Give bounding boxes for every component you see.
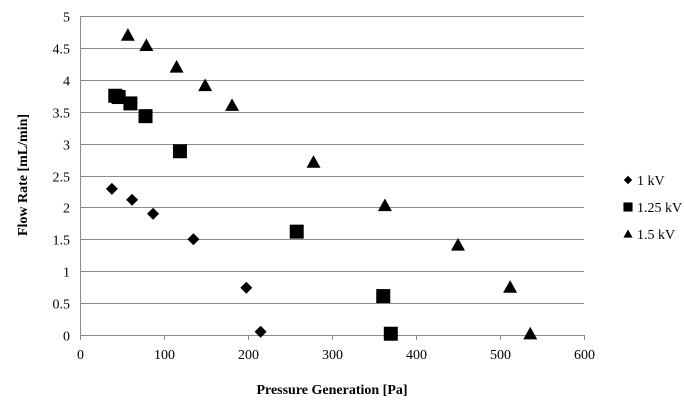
data-point-diamond <box>105 182 118 195</box>
x-tick-label: 400 <box>406 348 427 363</box>
legend-label: 1 kV <box>637 174 665 189</box>
data-point-triangle <box>169 60 184 73</box>
legend-label: 1.5 kV <box>637 228 675 243</box>
x-tick-labels: 0 100 200 300 400 500 600 <box>77 348 595 363</box>
data-point-triangle <box>377 198 392 212</box>
x-tick-label: 500 <box>490 348 511 363</box>
data-point-square <box>289 224 304 239</box>
data-points <box>105 28 538 341</box>
data-point-triangle <box>120 28 135 41</box>
data-point-triangle <box>225 98 240 111</box>
data-point-diamond <box>147 207 160 220</box>
data-point-square <box>383 326 398 341</box>
y-axis-title: Flow Rate [mL/min] <box>16 114 31 236</box>
y-tick-label: 4 <box>63 75 70 90</box>
data-point-triangle <box>198 78 213 92</box>
y-tick-label: 1 <box>63 266 70 281</box>
legend-marker-square <box>623 202 633 212</box>
y-tick-label: 0 <box>63 330 70 345</box>
x-tick-label: 300 <box>322 348 343 363</box>
x-tick-label: 0 <box>77 348 84 363</box>
data-point-diamond <box>187 233 200 246</box>
y-tick-label: 3.5 <box>53 107 71 122</box>
x-axis-title: Pressure Generation [Pa] <box>256 383 407 398</box>
data-point-triangle <box>503 280 518 293</box>
legend-marker-triangle <box>623 229 633 238</box>
data-point-triangle <box>306 155 321 168</box>
data-point-square <box>172 144 187 159</box>
x-tick-label: 100 <box>154 348 175 363</box>
gridlines <box>80 16 584 304</box>
y-tick-label: 4.5 <box>53 43 71 58</box>
x-tick-label: 200 <box>238 348 259 363</box>
y-tick-label: 1.5 <box>53 234 71 249</box>
y-tick-label: 3 <box>63 139 70 154</box>
data-point-square <box>138 109 153 124</box>
y-tick-label: 5 <box>63 11 70 26</box>
data-point-triangle <box>523 326 538 340</box>
data-point-triangle <box>451 238 465 251</box>
y-tick-labels: 0 0.5 1 1.5 2 2.5 3 3.5 4 4.5 5 <box>53 11 71 345</box>
y-tick-label: 2.5 <box>53 171 71 186</box>
legend-label: 1.25 kV <box>637 201 682 216</box>
axes <box>80 16 585 340</box>
x-tick-label: 600 <box>574 348 595 363</box>
y-tick-label: 2 <box>63 202 70 217</box>
y-tick-label: 0.5 <box>53 298 71 313</box>
legend-marker-diamond <box>623 175 633 185</box>
data-point-diamond <box>240 281 253 294</box>
data-point-diamond <box>254 325 267 338</box>
data-point-square <box>111 90 126 105</box>
data-point-triangle <box>139 38 154 51</box>
data-point-square <box>376 289 391 304</box>
data-point-diamond <box>126 193 139 206</box>
data-point-square <box>123 96 138 111</box>
legend: 1 kV 1.25 kV 1.5 kV <box>623 174 682 243</box>
